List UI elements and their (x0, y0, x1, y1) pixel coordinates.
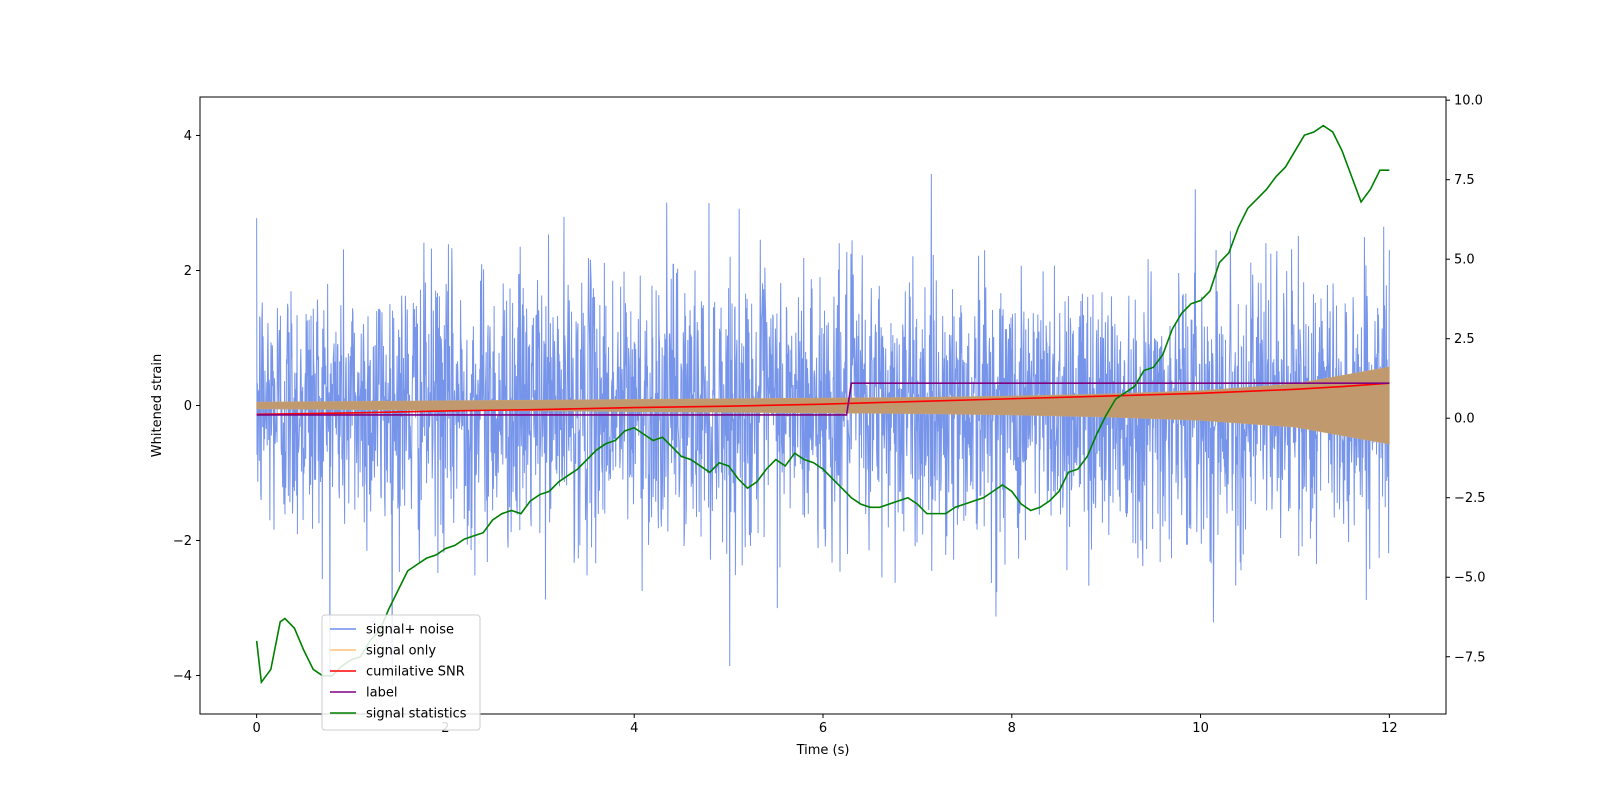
legend: signal+ noise signal only cumilative SNR la… (321, 614, 481, 731)
x-tick-label: 6 (819, 721, 827, 736)
series-cumilative-snr (256, 382, 1390, 416)
series-signal-statistics (255, 124, 1390, 685)
y2-tick-label: 0.0 (1454, 412, 1475, 427)
y2-tick-label: 2.5 (1454, 332, 1475, 347)
legend-entry: signal statistics (366, 707, 467, 722)
x-axis: 024681012 (252, 714, 1398, 736)
x-tick-label: 8 (1008, 721, 1016, 736)
legend-entry: cumilative SNR (366, 665, 465, 680)
series-signal-noise (256, 173, 1390, 686)
y-tick-label: −2 (173, 534, 192, 549)
y2-tick-label: −7.5 (1454, 650, 1486, 665)
legend-entry: signal only (366, 644, 436, 659)
series-label (256, 382, 1390, 416)
y2-tick-label: −2.5 (1454, 491, 1486, 506)
y-tick-label: −4 (173, 669, 192, 684)
x-tick-label: 0 (252, 721, 260, 736)
x-tick-label: 12 (1381, 721, 1398, 736)
y2-tick-label: 7.5 (1454, 173, 1475, 188)
y-axis-right: −7.5 −5.0 −2.5 0.0 2.5 5.0 7.5 10.0 (1446, 94, 1486, 665)
x-axis-label: Time (s) (796, 743, 850, 758)
x-tick-label: 10 (1192, 721, 1209, 736)
series-signal-only (256, 366, 1390, 445)
legend-entry: signal+ noise (366, 623, 454, 638)
legend-entry: label (366, 686, 397, 701)
y-tick-label: 4 (184, 129, 192, 144)
legend-box (321, 614, 481, 731)
plot-area (255, 124, 1390, 686)
y2-tick-label: −5.0 (1454, 571, 1486, 586)
y2-tick-label: 10.0 (1454, 94, 1483, 109)
y-axis-label: Whitened strain (150, 354, 165, 457)
y2-tick-label: 5.0 (1454, 253, 1475, 268)
y-tick-label: 2 (184, 264, 192, 279)
y-tick-label: 0 (184, 399, 192, 414)
y-axis-left: −4 −2 0 2 4 (173, 129, 200, 684)
x-tick-label: 4 (630, 721, 638, 736)
